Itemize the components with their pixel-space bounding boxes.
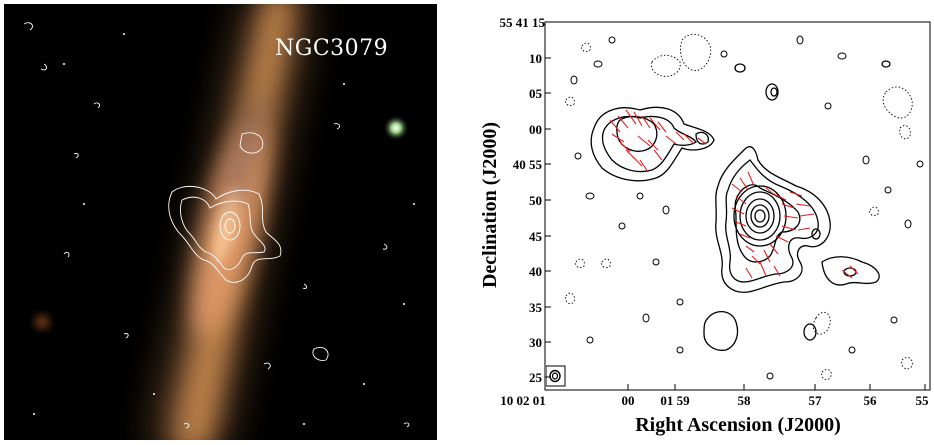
x-tick-label: 56 xyxy=(864,393,878,408)
radio-contours xyxy=(23,22,410,429)
y-tick-label: 40 xyxy=(529,264,542,279)
beam-marker xyxy=(546,365,566,387)
y-tick-label: 05 xyxy=(529,86,543,101)
radio-map: 55 41 15 10 05 00 40 55 50 45 40 35 30 2… xyxy=(479,15,931,436)
optical-image-panel: NGC3079 xyxy=(4,4,437,440)
y-tick-label: 30 xyxy=(529,335,542,350)
object-name-label: NGC3079 xyxy=(275,36,389,61)
y-tick-label: 25 xyxy=(529,370,543,385)
negative-contours xyxy=(565,33,913,381)
field-stars xyxy=(33,33,415,425)
y-tick-label: 40 55 xyxy=(513,157,543,172)
x-tick-label: 01 59 xyxy=(660,393,690,408)
optical-image xyxy=(4,4,437,440)
y-tick-label: 55 41 15 xyxy=(500,15,546,30)
y-tick-label: 50 xyxy=(529,193,542,208)
x-tick-label: 57 xyxy=(809,393,823,408)
x-tick-label: 58 xyxy=(738,393,752,408)
x-tick-label: 00 xyxy=(622,393,635,408)
radio-map-panel: 55 41 15 10 05 00 40 55 50 45 40 35 30 2… xyxy=(470,0,934,445)
y-tick-label: 00 xyxy=(529,122,542,137)
polarization-vectors xyxy=(609,109,859,279)
x-tick-label: 10 02 01 xyxy=(500,393,546,408)
x-axis-title: Right Ascension (J2000) xyxy=(635,414,841,436)
y-axis-title: Declination (J2000) xyxy=(479,122,501,288)
y-tick-label: 10 xyxy=(529,51,542,66)
y-tick-label: 35 xyxy=(529,300,543,315)
radio-contours xyxy=(590,60,891,351)
x-tick-label: 55 xyxy=(916,393,930,408)
x-tick-marks xyxy=(544,384,926,390)
y-tick-label: 45 xyxy=(529,229,543,244)
noise-contours xyxy=(570,35,924,380)
